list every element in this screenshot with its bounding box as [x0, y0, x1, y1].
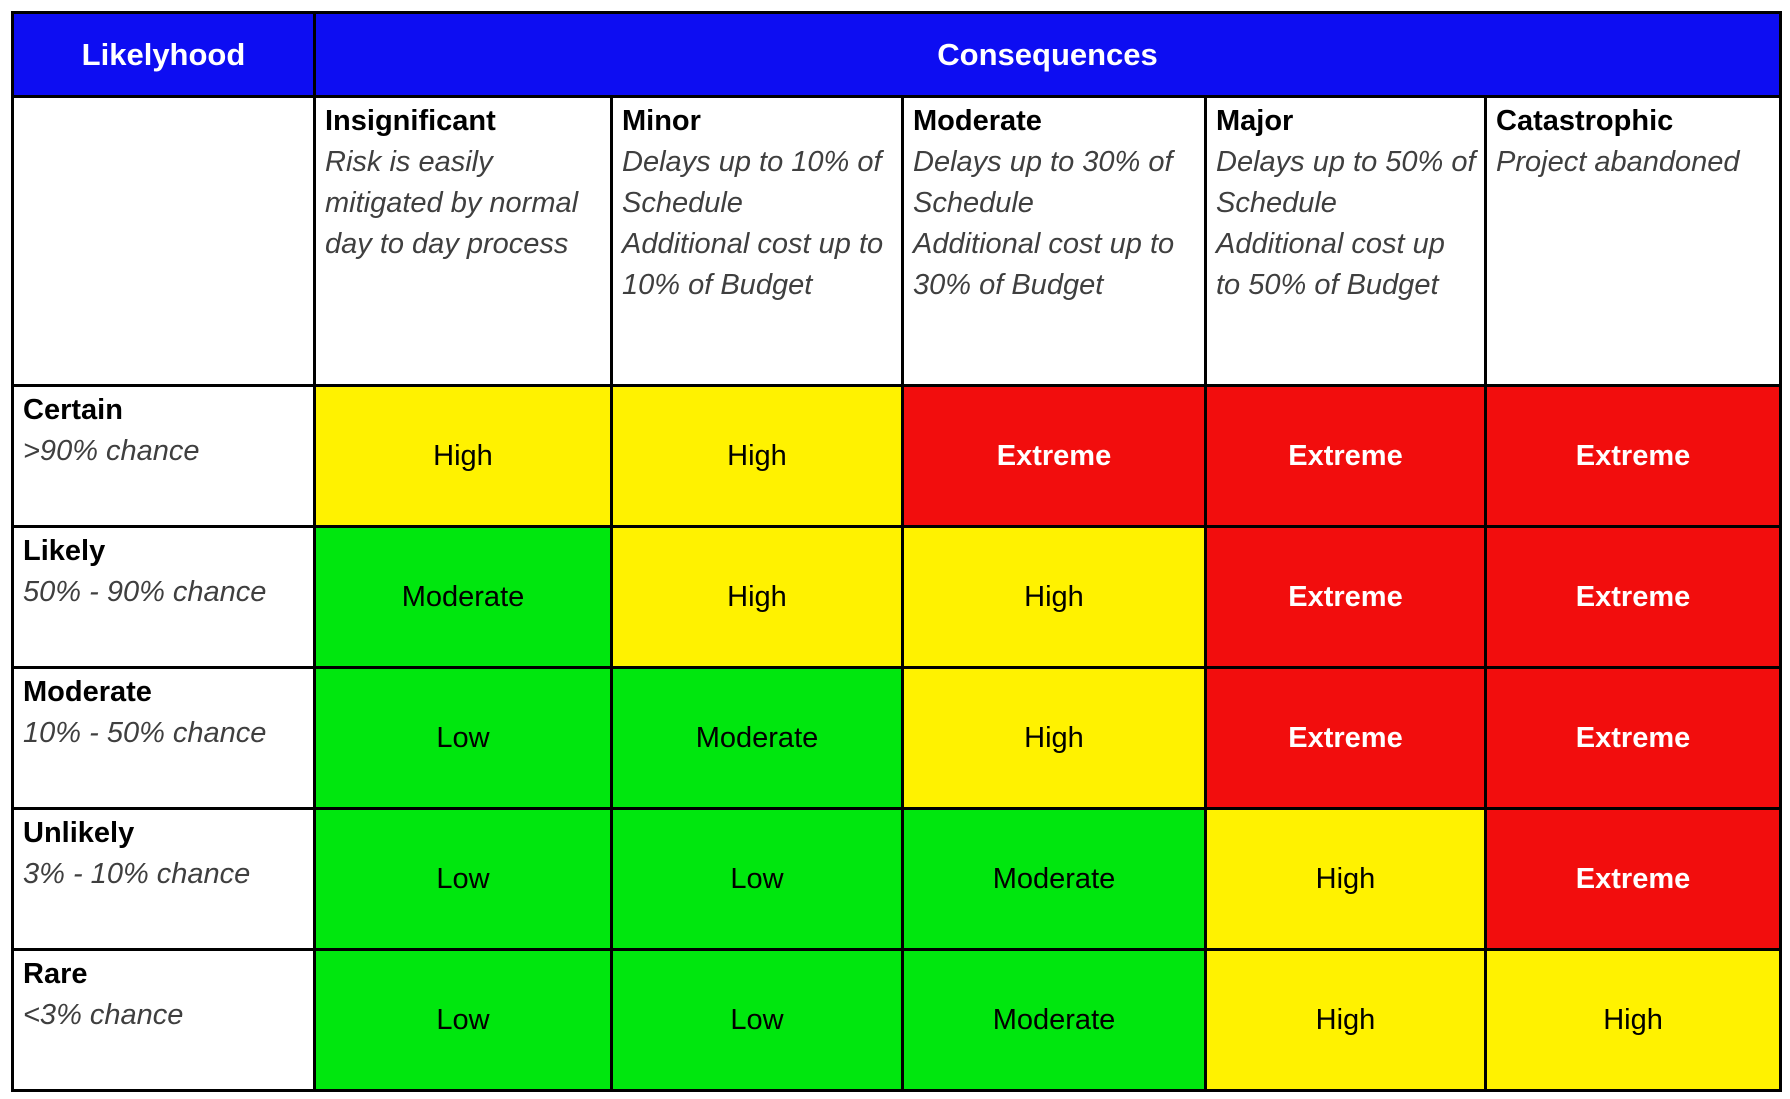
- risk-cell-moderate-moderate: High: [901, 666, 1207, 810]
- row-moderate: Moderate 10% - 50% chance Low Moderate H…: [11, 666, 1783, 810]
- row-likely: Likely 50% - 90% chance Moderate High Hi…: [11, 525, 1783, 669]
- row-name: Certain: [23, 394, 123, 426]
- risk-cell-likely-moderate: High: [901, 525, 1207, 669]
- row-header-moderate: Moderate 10% - 50% chance: [11, 666, 316, 810]
- risk-cell-unlikely-moderate: Moderate: [901, 807, 1207, 951]
- risk-cell-certain-catastrophic: Extreme: [1483, 384, 1783, 528]
- risk-matrix-table: Likelyhood Consequences Insignificant Ri…: [11, 11, 1783, 1092]
- row-chance: <3% chance: [23, 999, 184, 1031]
- row-header-unlikely: Unlikely 3% - 10% chance: [11, 807, 316, 951]
- column-description: Additional cost up to 30% of Budget: [913, 228, 1175, 301]
- column-header-row: Insignificant Risk is easily mitigated b…: [11, 95, 1783, 387]
- risk-cell-rare-major: High: [1204, 948, 1487, 1092]
- row-chance: >90% chance: [23, 435, 200, 467]
- risk-cell-certain-insignificant: High: [313, 384, 613, 528]
- row-chance: 3% - 10% chance: [23, 858, 251, 890]
- row-certain: Certain >90% chance High High Extreme Ex…: [11, 384, 1783, 528]
- row-chance: 10% - 50% chance: [23, 717, 267, 749]
- column-header-minor: Minor Delays up to 10% of Schedule Addit…: [610, 95, 904, 387]
- row-name: Rare: [23, 958, 88, 990]
- column-name: Catastrophic: [1496, 105, 1674, 137]
- risk-cell-unlikely-catastrophic: Extreme: [1483, 807, 1783, 951]
- column-name: Moderate: [913, 105, 1042, 137]
- risk-cell-rare-catastrophic: High: [1483, 948, 1783, 1092]
- column-description: Risk is easily mitigated by normal day t…: [325, 146, 579, 260]
- column-name: Major: [1216, 105, 1294, 137]
- column-header-insignificant: Insignificant Risk is easily mitigated b…: [313, 95, 613, 387]
- column-header-major: Major Delays up to 50% of Schedule Addit…: [1204, 95, 1487, 387]
- risk-cell-moderate-insignificant: Low: [313, 666, 613, 810]
- risk-cell-certain-major: Extreme: [1204, 384, 1487, 528]
- column-description: Additional cost up to 10% of Budget: [622, 228, 884, 301]
- risk-cell-likely-major: Extreme: [1204, 525, 1487, 669]
- risk-cell-unlikely-major: High: [1204, 807, 1487, 951]
- column-header-catastrophic: Catastrophic Project abandoned: [1483, 95, 1783, 387]
- column-description: Additional cost up to 50% of Budget: [1216, 228, 1445, 301]
- column-name: Insignificant: [325, 105, 496, 137]
- risk-cell-moderate-catastrophic: Extreme: [1483, 666, 1783, 810]
- column-description: Delays up to 10% of Schedule: [622, 146, 882, 219]
- row-chance: 50% - 90% chance: [23, 576, 267, 608]
- risk-cell-unlikely-minor: Low: [610, 807, 904, 951]
- risk-cell-unlikely-insignificant: Low: [313, 807, 613, 951]
- row-header-certain: Certain >90% chance: [11, 384, 316, 528]
- column-name: Minor: [622, 105, 701, 137]
- risk-cell-rare-moderate: Moderate: [901, 948, 1207, 1092]
- column-description: Delays up to 50% of Schedule: [1216, 146, 1476, 219]
- row-name: Likely: [23, 535, 106, 567]
- risk-matrix: Likelyhood Consequences Insignificant Ri…: [11, 11, 1783, 1092]
- risk-cell-likely-catastrophic: Extreme: [1483, 525, 1783, 669]
- risk-cell-likely-minor: High: [610, 525, 904, 669]
- risk-cell-rare-minor: Low: [610, 948, 904, 1092]
- risk-cell-moderate-minor: Moderate: [610, 666, 904, 810]
- risk-cell-likely-insignificant: Moderate: [313, 525, 613, 669]
- row-unlikely: Unlikely 3% - 10% chance Low Low Moderat…: [11, 807, 1783, 951]
- banner-row: Likelyhood Consequences: [11, 11, 1783, 98]
- row-header-rare: Rare <3% chance: [11, 948, 316, 1092]
- risk-cell-moderate-major: Extreme: [1204, 666, 1487, 810]
- risk-cell-certain-moderate: Extreme: [901, 384, 1207, 528]
- row-rare: Rare <3% chance Low Low Moderate High Hi…: [11, 948, 1783, 1092]
- consequences-header: Consequences: [312, 11, 1783, 98]
- likelihood-header: Likelyhood: [11, 11, 316, 98]
- risk-cell-rare-insignificant: Low: [313, 948, 613, 1092]
- corner-spacer: [11, 95, 316, 387]
- risk-cell-certain-minor: High: [610, 384, 904, 528]
- row-header-likely: Likely 50% - 90% chance: [11, 525, 316, 669]
- column-description: Project abandoned: [1496, 146, 1740, 178]
- column-header-moderate: Moderate Delays up to 30% of Schedule Ad…: [901, 95, 1207, 387]
- column-description: Delays up to 30% of Schedule: [913, 146, 1173, 219]
- row-name: Unlikely: [23, 817, 135, 849]
- row-name: Moderate: [23, 676, 152, 708]
